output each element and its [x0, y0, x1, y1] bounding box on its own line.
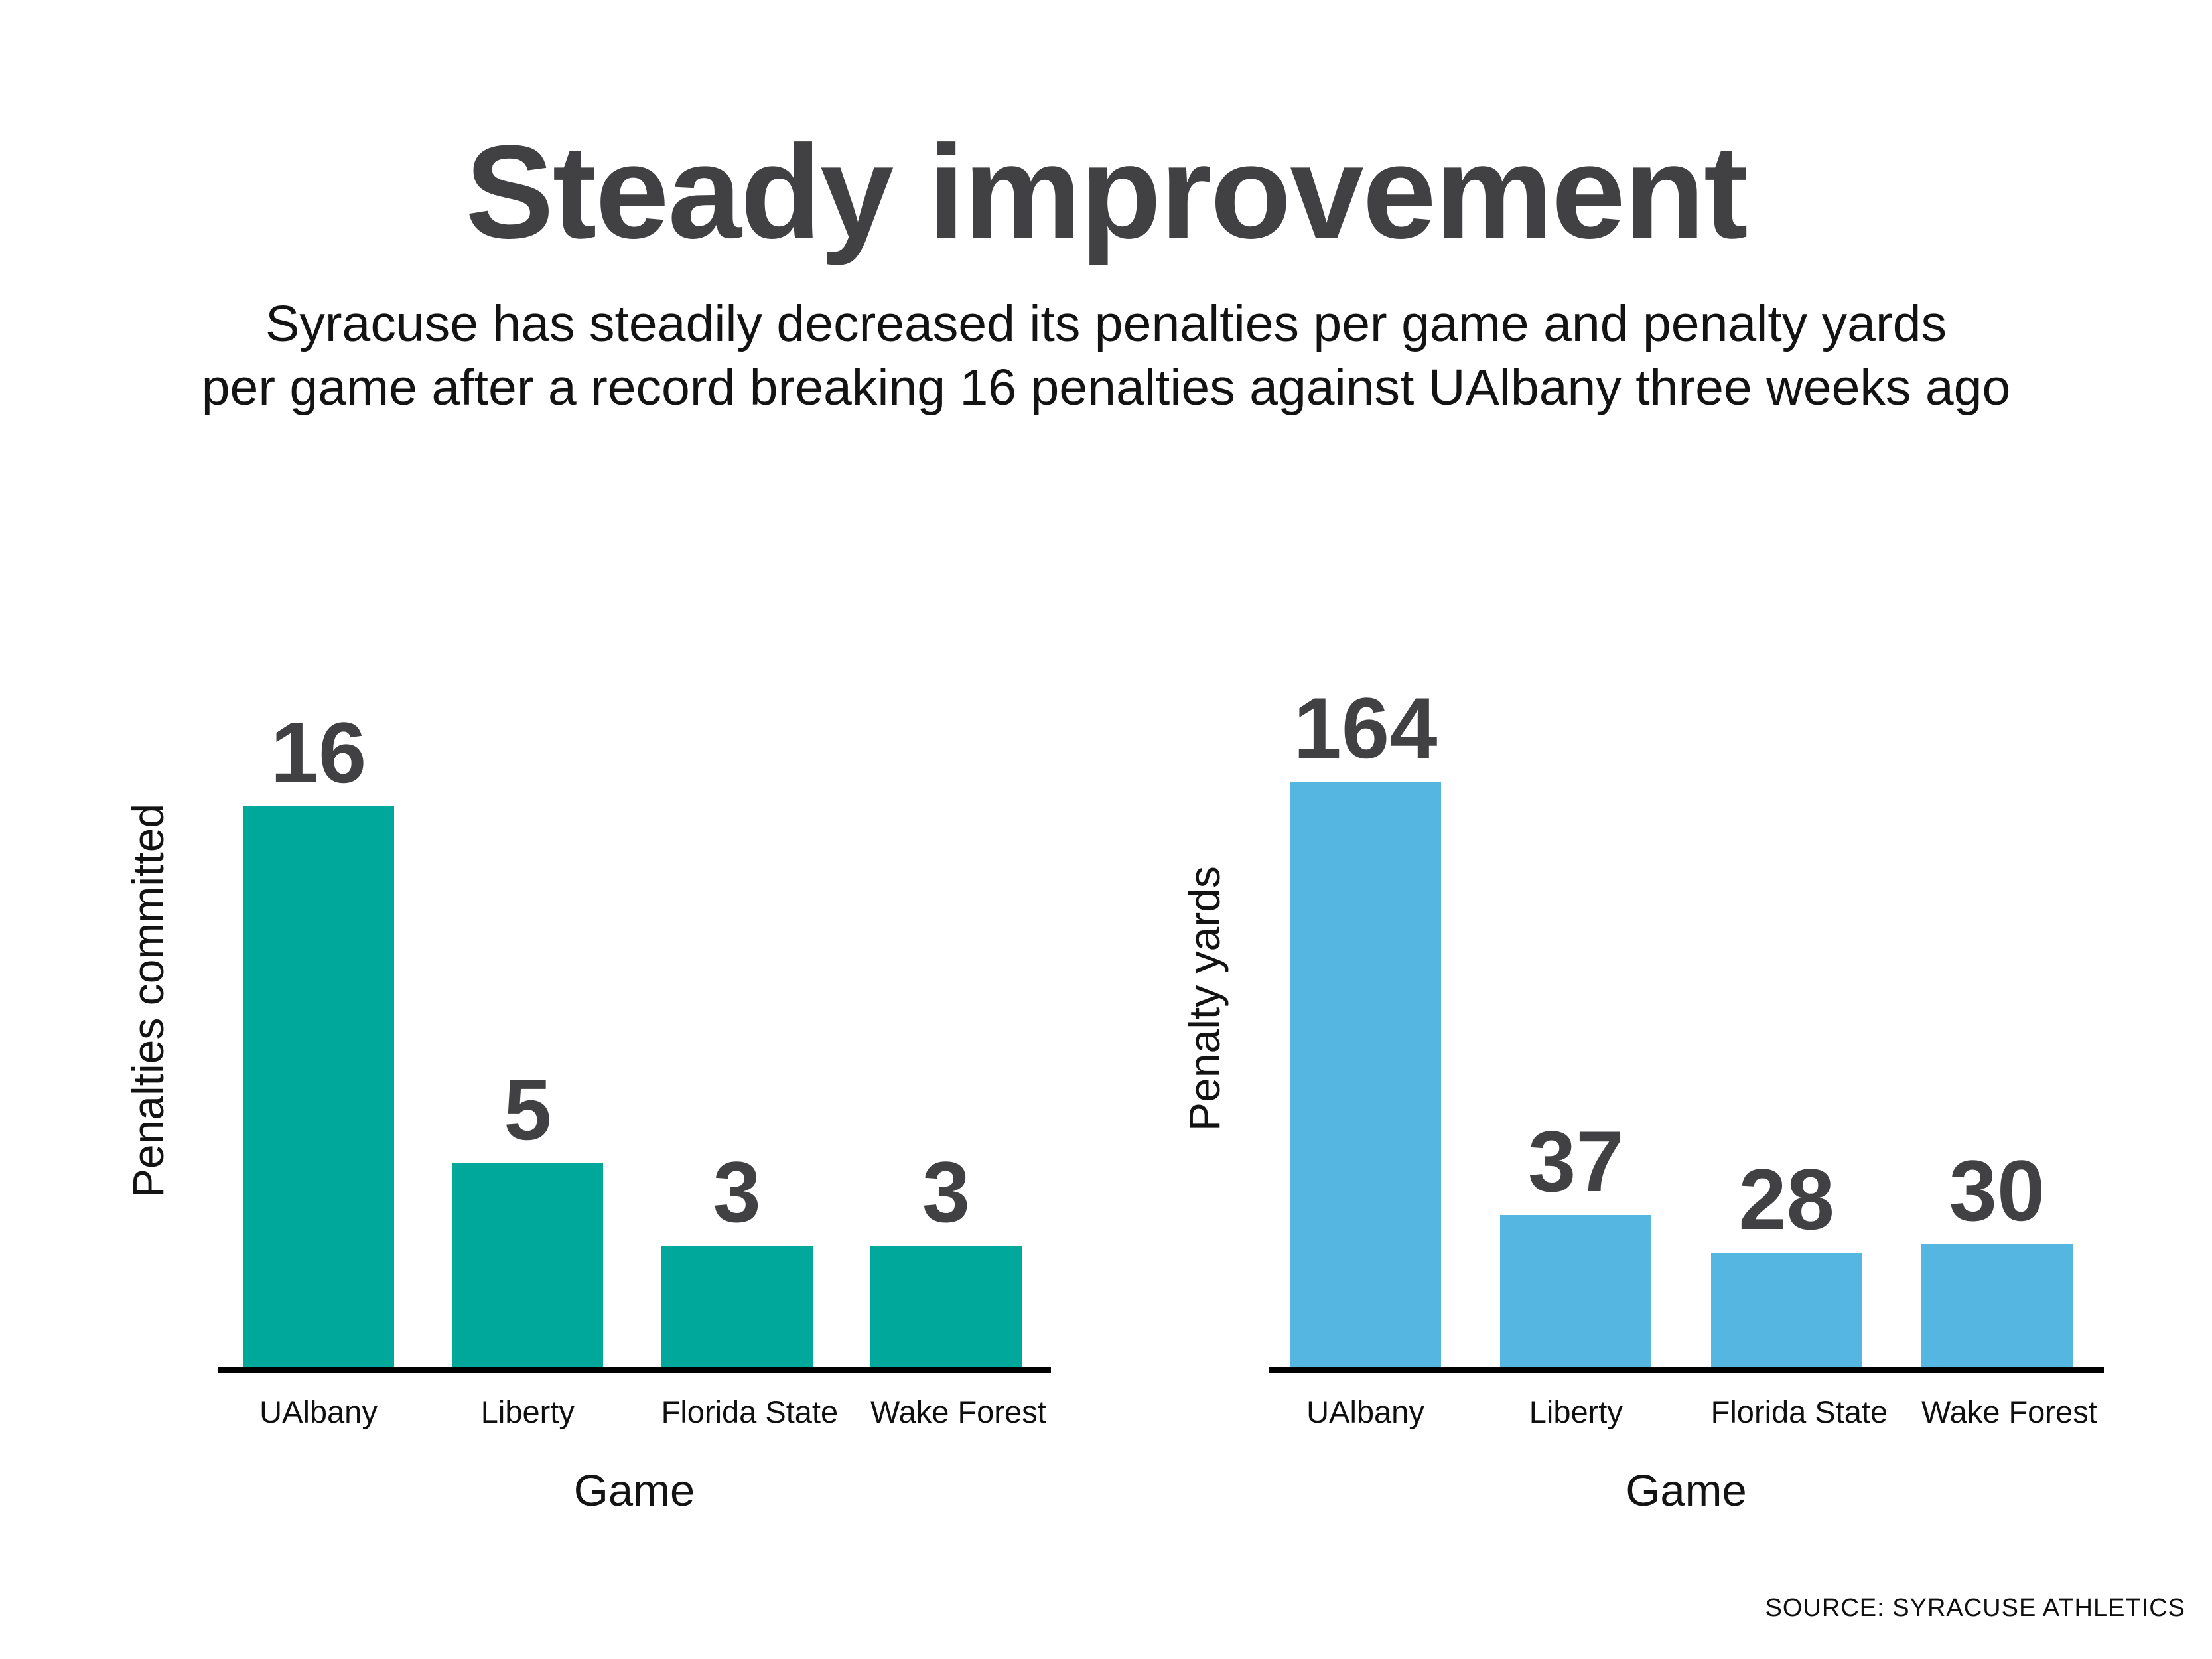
y-axis-title: Penalty yards [1180, 866, 1229, 1131]
bar-value-label: 3 [713, 1143, 761, 1241]
x-tick-label: UAlbany [1306, 1394, 1424, 1429]
bar-value-label: 16 [270, 704, 367, 801]
x-axis-line [218, 1367, 1051, 1373]
x-axis-tick-labels: UAlbany Liberty Florida State Wake Forest [218, 1396, 1051, 1427]
x-tick-label: Florida State [1710, 1394, 1888, 1429]
bar-value-label: 164 [1293, 680, 1438, 776]
plot-area: 16 5 3 3 [218, 709, 1051, 1370]
bar-group: 28 [1710, 685, 1862, 1370]
bar-value-label: 3 [922, 1143, 971, 1241]
bar-group: 37 [1500, 685, 1652, 1370]
bar-group: 5 [452, 709, 604, 1370]
bar-group: 30 [1921, 685, 2073, 1370]
y-axis-title: Penalties committed [123, 803, 173, 1198]
page-title: Steady improvement [465, 118, 1748, 266]
bar [870, 1246, 1022, 1370]
bar [661, 1246, 813, 1370]
page-subtitle: Syracuse has steadily decreased its pena… [0, 292, 2212, 419]
x-axis-tick-labels: UAlbany Liberty Florida State Wake Forest [1269, 1396, 2104, 1427]
x-tick-label: Wake Forest [870, 1394, 1046, 1429]
x-axis-title: Game [573, 1466, 695, 1516]
bar-value-label: 37 [1528, 1113, 1624, 1210]
bar-group: 16 [243, 709, 394, 1370]
x-tick-label: UAlbany [259, 1394, 378, 1429]
x-axis-line [1269, 1367, 2104, 1373]
x-tick-label: Florida State [661, 1394, 839, 1429]
bar-group: 3 [870, 709, 1022, 1370]
x-tick-label: Liberty [1529, 1394, 1623, 1429]
source-credit: SOURCE: SYRACUSE ATHLETICS [1765, 1594, 2185, 1622]
bar [1500, 1215, 1652, 1370]
bar-group: 3 [661, 709, 813, 1370]
x-tick-label: Wake Forest [1921, 1394, 2097, 1429]
bar-value-label: 5 [504, 1061, 552, 1159]
x-axis-title: Game [1625, 1466, 1747, 1516]
bar-value-label: 30 [1949, 1142, 2045, 1240]
bar [1710, 1252, 1862, 1370]
x-tick-label: Liberty [480, 1394, 575, 1429]
bar [452, 1163, 604, 1370]
bar [243, 806, 394, 1370]
bar [1921, 1244, 2073, 1370]
plot-area: 164 37 28 30 [1269, 685, 2104, 1370]
subtitle-line-2: per game after a record breaking 16 pena… [201, 359, 2011, 416]
bar-value-label: 28 [1738, 1150, 1834, 1248]
bar-group: 164 [1290, 685, 1441, 1370]
subtitle-line-1: Syracuse has steadily decreased its pena… [265, 295, 1947, 352]
bar [1290, 782, 1441, 1370]
